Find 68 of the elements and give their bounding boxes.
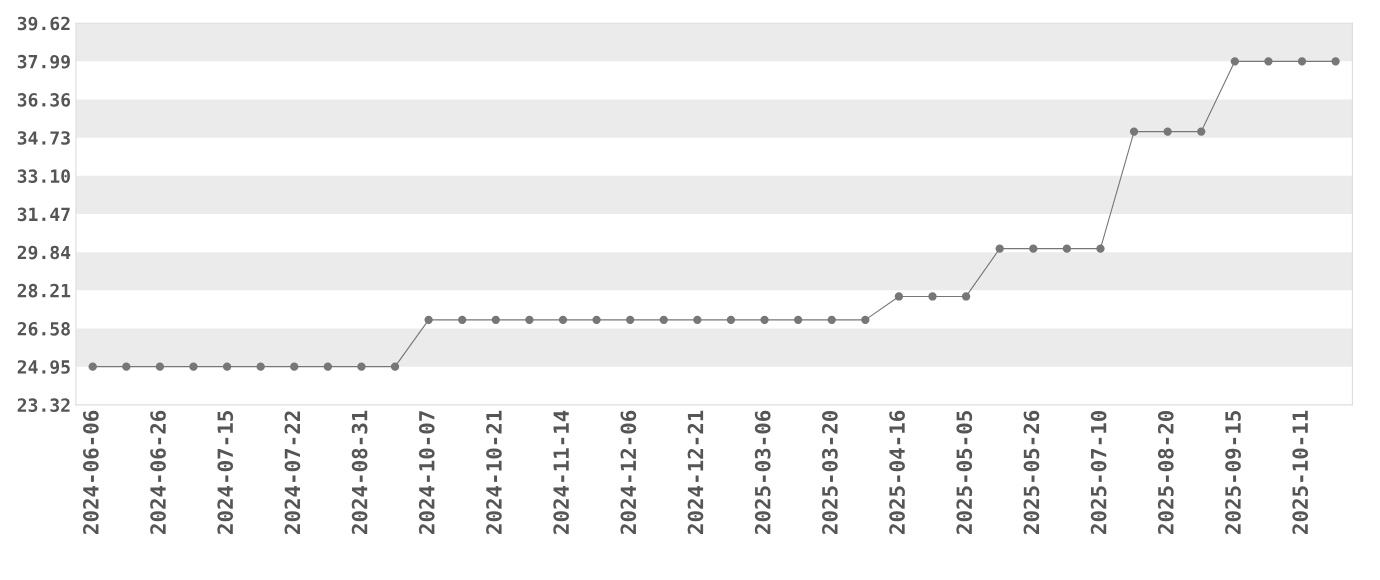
point (290, 362, 299, 371)
x-tick-label: 2024-08-31 (351, 410, 368, 534)
y-tick-label: 33.10 (17, 169, 70, 183)
point (491, 315, 500, 325)
point (659, 315, 668, 325)
x-tick-label: 2024-12-21 (687, 410, 704, 534)
point (458, 315, 467, 325)
x-tick-label: 2024-06-26 (150, 410, 166, 534)
point (1096, 244, 1105, 253)
y-tick-label: 34.73 (17, 131, 70, 145)
point (390, 362, 400, 371)
y-tick-label: 37.99 (17, 54, 70, 69)
point (961, 292, 971, 301)
y-tick-label: 28.21 (17, 283, 71, 298)
point (1264, 57, 1273, 66)
point (357, 362, 366, 371)
x-tick-label: 2024-06-06 (82, 410, 99, 534)
point (256, 362, 265, 371)
y-tick-label: 36.36 (17, 92, 71, 107)
point (793, 315, 803, 325)
point (1062, 244, 1072, 253)
x-tick-label: 2025-05-05 (956, 411, 973, 534)
point (155, 362, 165, 371)
point (1297, 57, 1307, 66)
point (760, 315, 769, 325)
y-tick-label: 29.84 (17, 245, 71, 260)
point (323, 362, 333, 371)
point (726, 315, 736, 325)
x-tick-label: 2025-05-26 (1023, 410, 1040, 534)
x-tick-label: 2024-11-14 (553, 410, 570, 534)
x-tick-label: 2025-03-06 (754, 410, 771, 534)
x-tick-label: 2025-10-11 (1292, 410, 1309, 534)
point (626, 315, 635, 325)
point (1230, 57, 1239, 66)
point (928, 292, 937, 301)
y-tick-label: 31.47 (17, 207, 70, 222)
y-tick-label: 39.62 (17, 16, 70, 31)
x-tick-label: 2024-10-21 (486, 410, 502, 534)
x-tick-label: 2025-04-16 (889, 410, 905, 534)
point (424, 315, 433, 325)
x-tick-label: 2025-09-15 (1225, 411, 1241, 534)
point (1163, 127, 1172, 136)
point (525, 315, 534, 325)
y-tick-label: 24.95 (17, 360, 70, 374)
point (558, 315, 568, 325)
point (894, 292, 904, 301)
point (88, 362, 97, 371)
point (189, 362, 198, 371)
y-tick-label: 26.58 (17, 321, 70, 336)
point (1029, 244, 1038, 253)
point (693, 315, 702, 325)
point (592, 315, 601, 325)
point (222, 362, 232, 371)
x-tick-label: 2024-07-15 (217, 411, 234, 534)
point (861, 315, 870, 325)
point (1331, 57, 1340, 66)
point (1197, 127, 1206, 136)
x-tick-label: 2024-10-07 (418, 411, 435, 534)
x-tick-label: 2025-03-20 (822, 410, 838, 534)
point (827, 315, 836, 325)
point (1129, 127, 1139, 136)
x-tick-label: 2024-12-06 (620, 410, 637, 534)
y-tick-label: 23.32 (17, 398, 70, 412)
point (122, 362, 131, 371)
x-tick-label: 2024-07-22 (284, 411, 301, 534)
x-tick-label: 2025-08-20 (1157, 410, 1174, 534)
point (995, 244, 1004, 253)
x-tick-label: 2025-07-10 (1090, 410, 1107, 534)
